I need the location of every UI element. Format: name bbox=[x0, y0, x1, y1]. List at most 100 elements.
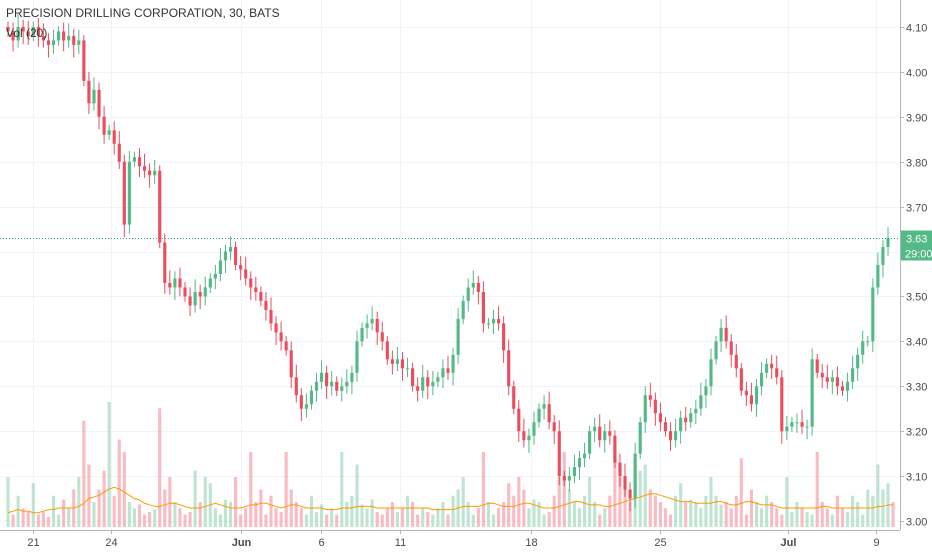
candle-body bbox=[886, 238, 890, 248]
candle bbox=[532, 411, 536, 445]
y-tick-label: 3.40 bbox=[906, 337, 927, 349]
volume-bar bbox=[97, 489, 101, 527]
volume-bar bbox=[421, 508, 425, 527]
volume-bar bbox=[41, 512, 45, 527]
candle-body bbox=[274, 323, 278, 333]
volume-bar bbox=[653, 495, 657, 527]
volume-bar bbox=[699, 508, 703, 527]
candle-body bbox=[517, 408, 521, 432]
candle bbox=[158, 165, 162, 248]
y-tick-label: 3.00 bbox=[906, 517, 927, 529]
volume-bar bbox=[618, 477, 622, 527]
volume-bar bbox=[355, 464, 359, 527]
volume-bar bbox=[67, 508, 71, 527]
candle-body bbox=[567, 476, 571, 481]
volume-bar bbox=[173, 502, 177, 527]
candle bbox=[668, 422, 673, 451]
candle bbox=[142, 153, 147, 178]
candle bbox=[117, 131, 121, 169]
candle-body bbox=[861, 341, 865, 355]
volume-bar bbox=[825, 508, 829, 527]
candle-body bbox=[299, 395, 303, 409]
candle-body bbox=[127, 161, 131, 225]
volume-bar bbox=[638, 470, 642, 527]
candle bbox=[689, 407, 693, 428]
candle-body bbox=[502, 323, 506, 351]
volume-bar bbox=[608, 495, 612, 527]
candle bbox=[163, 233, 167, 294]
candle-body bbox=[320, 372, 324, 382]
volume-bar bbox=[845, 512, 850, 527]
volume-bar bbox=[320, 504, 324, 527]
candle-body bbox=[815, 359, 819, 373]
candle bbox=[148, 163, 152, 188]
candle bbox=[633, 442, 637, 508]
candle-body bbox=[325, 372, 329, 387]
volume-bar bbox=[582, 495, 587, 527]
candle-body bbox=[208, 278, 212, 288]
volume-bar bbox=[385, 508, 389, 527]
time-axis[interactable]: 21 24 Jun 6 11 18 25 Jul 9 bbox=[27, 530, 880, 549]
candle-body bbox=[694, 408, 698, 414]
volume-bar bbox=[765, 495, 769, 527]
candle-body bbox=[188, 296, 192, 306]
candle bbox=[41, 23, 45, 48]
x-tick-label: 18 bbox=[525, 537, 537, 549]
x-tick-label: 21 bbox=[27, 537, 39, 549]
candle bbox=[127, 150, 131, 234]
candle bbox=[537, 403, 541, 428]
candle bbox=[724, 315, 728, 349]
countdown-tag bbox=[901, 246, 932, 261]
volume-bar bbox=[102, 470, 106, 527]
volume-bar bbox=[198, 502, 202, 527]
volume-bar bbox=[856, 502, 860, 527]
volume-bar bbox=[790, 512, 794, 527]
candle bbox=[31, 21, 35, 42]
volume-bar bbox=[770, 502, 774, 527]
candle bbox=[765, 358, 769, 379]
candle bbox=[264, 291, 268, 321]
candle bbox=[542, 395, 546, 420]
candle-body bbox=[663, 422, 668, 432]
candle-body bbox=[593, 426, 597, 432]
candle bbox=[6, 21, 10, 37]
candle bbox=[431, 371, 435, 396]
chart-title: PRECISION DRILLING CORPORATION, 30, BATS bbox=[6, 6, 280, 20]
volume-bar bbox=[552, 495, 556, 527]
candle bbox=[851, 355, 855, 389]
candle-body bbox=[765, 363, 769, 373]
volume-bar bbox=[203, 477, 207, 527]
volume-bar bbox=[527, 508, 531, 527]
volume-bar bbox=[304, 514, 308, 527]
candle bbox=[739, 362, 743, 397]
candle bbox=[663, 416, 668, 437]
volume-bar bbox=[547, 512, 551, 527]
volume-bar bbox=[289, 489, 293, 527]
volume-bar bbox=[562, 452, 566, 527]
candle-body bbox=[355, 341, 359, 373]
candle-body bbox=[107, 130, 111, 135]
candle-body bbox=[153, 170, 157, 176]
volume-bar bbox=[502, 502, 506, 527]
candle-body bbox=[588, 431, 592, 454]
volume-bar bbox=[158, 408, 162, 527]
y-tick-label: 3.80 bbox=[906, 158, 927, 170]
candle-body bbox=[269, 309, 273, 324]
price-axis[interactable]: 4.104.003.903.803.703.603.503.403.303.20… bbox=[900, 23, 927, 529]
volume-bar bbox=[269, 495, 273, 527]
candle bbox=[436, 371, 440, 388]
candle bbox=[557, 420, 561, 486]
candle bbox=[421, 364, 425, 398]
candle-body bbox=[724, 327, 728, 342]
volume-bar bbox=[861, 514, 865, 527]
candle bbox=[830, 370, 834, 395]
candle-body bbox=[163, 242, 167, 283]
candle bbox=[87, 71, 91, 115]
candle bbox=[658, 402, 662, 432]
volume-bar bbox=[405, 495, 410, 527]
candle-body bbox=[122, 161, 126, 225]
volume-bar bbox=[734, 495, 738, 527]
candle-body bbox=[375, 318, 379, 333]
candle bbox=[876, 252, 880, 295]
